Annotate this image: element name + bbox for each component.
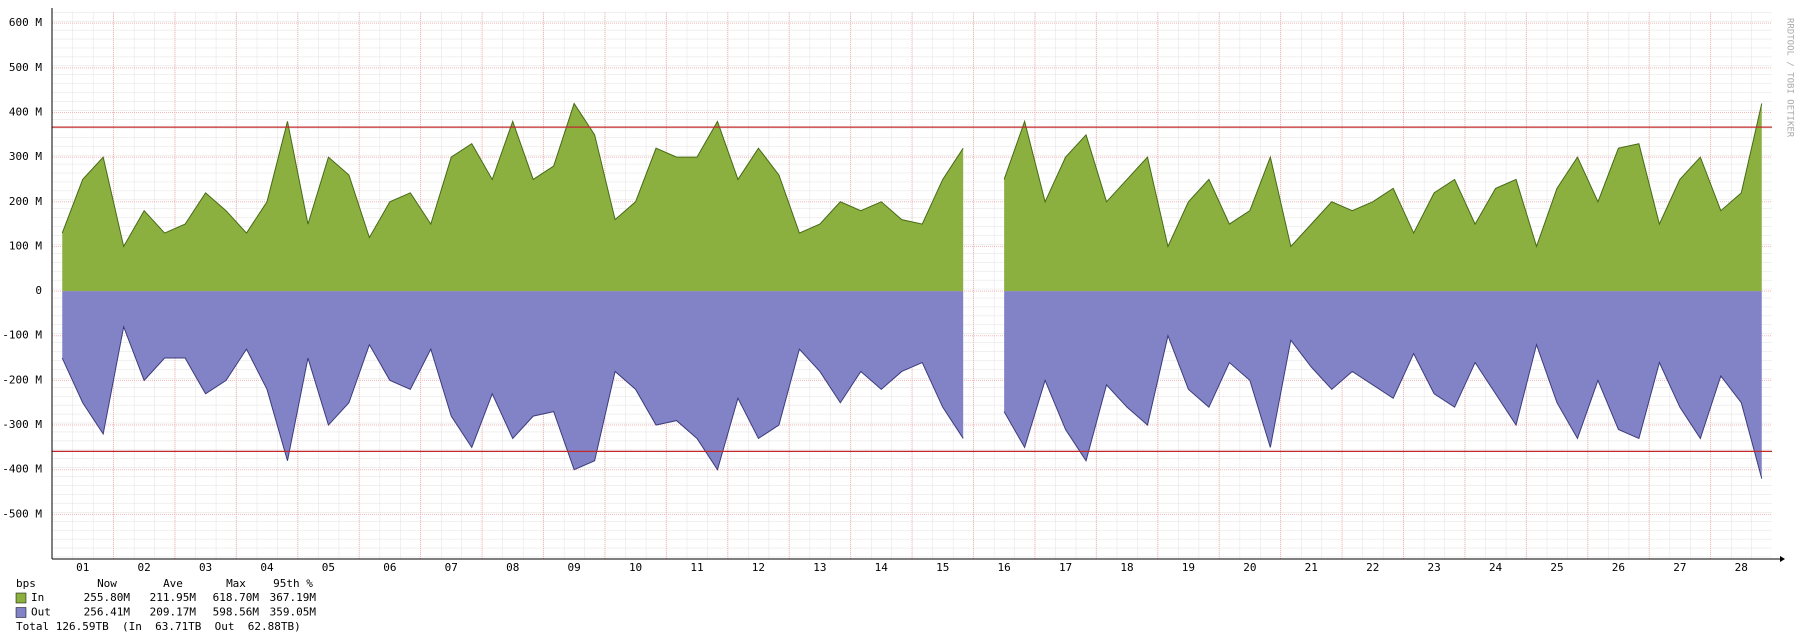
x-tick-label: 02 — [138, 561, 151, 574]
legend-header: Max — [226, 577, 246, 590]
legend-value: 359.05M — [270, 606, 317, 619]
legend-value: 256.41M — [84, 606, 131, 619]
area-outline — [61, 102, 1763, 249]
y-tick-label: 500 M — [9, 61, 42, 74]
x-tick-label: 15 — [936, 561, 949, 574]
y-tick-label: 0 — [35, 284, 42, 297]
x-tick-label: 25 — [1550, 561, 1563, 574]
y-tick-label: -100 M — [2, 329, 42, 342]
legend-header: Now — [97, 577, 117, 590]
y-tick-label: -200 M — [2, 373, 42, 386]
x-tick-label: 23 — [1428, 561, 1441, 574]
x-tick-label: 22 — [1366, 561, 1379, 574]
x-tick-label: 16 — [998, 561, 1011, 574]
x-tick-label: 17 — [1059, 561, 1072, 574]
x-tick-label: 08 — [506, 561, 519, 574]
x-tick-label: 13 — [813, 561, 826, 574]
y-tick-label: -500 M — [2, 507, 42, 520]
x-tick-label: 10 — [629, 561, 642, 574]
x-axis-arrow — [1780, 556, 1785, 562]
x-tick-label: 28 — [1735, 561, 1748, 574]
x-tick-label: 18 — [1120, 561, 1133, 574]
legend-value: 598.56M — [213, 606, 260, 619]
x-tick-label: 19 — [1182, 561, 1195, 574]
y-tick-label: 400 M — [9, 105, 42, 118]
x-tick-label: 09 — [568, 561, 581, 574]
legend-swatch — [15, 607, 27, 618]
y-tick-label: -400 M — [2, 463, 42, 476]
y-tick-label: -300 M — [2, 418, 42, 431]
legend-value: 367.19M — [270, 591, 317, 604]
x-tick-label: 01 — [76, 561, 89, 574]
legend-value: 255.80M — [84, 591, 131, 604]
x-tick-label: 27 — [1673, 561, 1686, 574]
x-tick-label: 04 — [260, 561, 274, 574]
x-tick-label: 11 — [690, 561, 703, 574]
x-tick-label: 20 — [1243, 561, 1256, 574]
x-tick-label: 26 — [1612, 561, 1625, 574]
legend-value: 209.17M — [150, 606, 197, 619]
area — [62, 103, 1762, 292]
side-text: RRDTOOL / TOBI OETIKER — [1785, 18, 1795, 138]
x-tick-label: 24 — [1489, 561, 1503, 574]
y-tick-label: 200 M — [9, 195, 42, 208]
x-tick-label: 21 — [1305, 561, 1318, 574]
x-tick-label: 07 — [445, 561, 458, 574]
legend-label: In — [31, 591, 44, 604]
area-outline — [61, 324, 1763, 479]
x-tick-label: 12 — [752, 561, 765, 574]
y-tick-label: 100 M — [9, 239, 42, 252]
legend-label: Out — [31, 606, 51, 619]
x-tick-label: 14 — [875, 561, 889, 574]
x-tick-label: 03 — [199, 561, 212, 574]
legend-value: 618.70M — [213, 591, 260, 604]
legend-swatch — [15, 592, 27, 604]
legend-value: 211.95M — [150, 591, 197, 604]
y-tick-label: 300 M — [9, 150, 42, 163]
x-tick-label: 06 — [383, 561, 396, 574]
legend-total: Total 126.59TB (In 63.71TB Out 62.88TB) — [16, 620, 301, 633]
legend-header: 95th % — [273, 577, 313, 590]
y-tick-label: 600 M — [9, 16, 42, 29]
x-tick-label: 05 — [322, 561, 335, 574]
legend-header: bps — [16, 577, 36, 590]
legend-header: Ave — [163, 577, 183, 590]
area — [62, 291, 1762, 479]
